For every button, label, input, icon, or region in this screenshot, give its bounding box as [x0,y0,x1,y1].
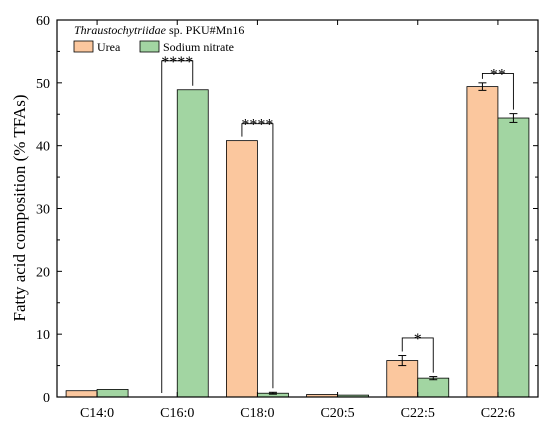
legend-label-urea: Urea [97,40,121,54]
x-tick-label-c22-6: C22:6 [481,406,515,421]
bar-sodium-nitrate-c16-0 [176,89,209,398]
significance-bracket-c18-0: **** [241,117,273,389]
legend: Thraustochytriidae sp. PKU#Mn16 Urea Sod… [73,23,244,54]
bar-sodium-nitrate-c22-6 [497,117,530,398]
y-tick-label-60: 60 [36,14,50,29]
y-axis-label: Fatty acid composition (% TFAs) [10,95,29,322]
legend-title: Thraustochytriidae sp. PKU#Mn16 [74,23,244,37]
error-bar-urea-c22-5 [398,355,407,367]
plot-frame [56,19,539,398]
significance-bracket-c22-5: * [401,331,434,373]
significance-label: ** [490,66,506,83]
x-tick-label-c22-5: C22:5 [401,406,435,421]
legend-title-rest: sp. PKU#Mn16 [166,23,244,37]
significance-layer: *********** [161,54,514,393]
legend-swatch-urea [73,40,94,53]
bar-urea-c22-6 [466,86,499,398]
y-tick-label-40: 40 [36,140,50,155]
bar-urea-c14-0 [65,390,98,398]
error-bar-sodium-nitrate-c18-0 [268,391,277,395]
error-bar-urea-c22-6 [478,82,487,91]
x-tick-label-c18-0: C18:0 [240,406,274,421]
bar-urea-c18-0 [226,140,258,398]
error-bar-sodium-nitrate-c22-5 [429,376,438,381]
significance-bracket-c22-6: ** [481,66,514,110]
significance-label: **** [161,54,193,71]
significance-label: **** [241,117,273,134]
significance-bracket-line [401,337,434,373]
error-bars-layer [268,82,518,395]
y-tick-label-50: 50 [36,77,50,92]
significance-bracket-line [241,123,274,389]
legend-swatch-sodium-nitrate [139,40,160,53]
legend-label-sodium-nitrate: Sodium nitrate [163,40,234,54]
y-tick-label-20: 20 [36,265,50,280]
significance-bracket-c16-0: **** [161,54,193,393]
y-tick-label-0: 0 [43,391,50,406]
x-tick-label-c20-5: C20:5 [320,406,354,421]
y-axis: 0 10 20 30 40 50 60 [36,14,538,406]
y-tick-label-30: 30 [36,203,50,218]
significance-bracket-line [161,60,194,393]
legend-title-italic: Thraustochytriidae [74,23,167,37]
x-tick-label-c16-0: C16:0 [160,406,194,421]
bars-layer [65,86,530,398]
significance-label: * [414,331,422,348]
bar-sodium-nitrate-c14-0 [96,389,129,398]
x-axis: C14:0 C16:0 C18:0 C20:5 C22:5 C22:6 [80,20,515,421]
significance-bracket-line [481,72,514,110]
error-bar-sodium-nitrate-c22-6 [509,113,518,123]
x-tick-label-c14-0: C14:0 [80,406,114,421]
bar-sodium-nitrate-c22-5 [417,377,450,398]
y-tick-label-10: 10 [36,328,50,343]
